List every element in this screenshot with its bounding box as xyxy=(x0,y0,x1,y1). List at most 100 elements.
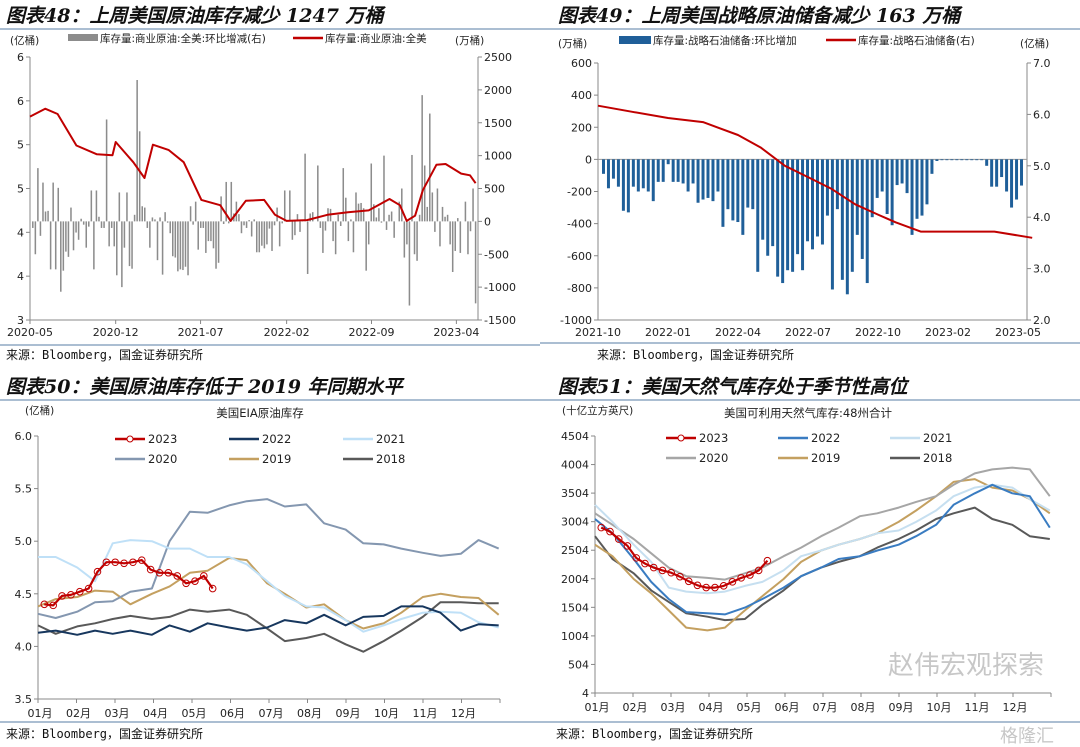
x-tick-label: 07月 xyxy=(259,707,284,720)
x-tick-label: 2023-05 xyxy=(995,326,1041,339)
bar xyxy=(146,221,149,228)
bar xyxy=(806,159,810,242)
x-tick-label: 2021-07 xyxy=(178,326,224,339)
bar xyxy=(342,168,345,222)
bar xyxy=(350,219,352,222)
legend-label: 2019 xyxy=(811,451,840,465)
y-tick-label: 6.0 xyxy=(1033,108,1051,121)
bar xyxy=(1020,159,1024,186)
bar xyxy=(375,217,378,222)
bar xyxy=(406,221,408,245)
y-tick-label: 5 xyxy=(17,183,24,196)
bar xyxy=(227,221,230,224)
bar xyxy=(205,221,207,253)
bar xyxy=(845,159,849,295)
bar xyxy=(388,214,390,222)
bar xyxy=(457,218,459,222)
bar xyxy=(141,206,143,222)
bar xyxy=(741,159,745,235)
bar xyxy=(681,159,685,184)
bar xyxy=(439,221,441,247)
bar xyxy=(980,159,984,161)
bar xyxy=(154,219,156,222)
bar xyxy=(796,159,800,255)
y-tick-label: 2.0 xyxy=(1033,314,1051,327)
bar xyxy=(98,216,100,222)
bar xyxy=(1005,159,1009,192)
data-point-2023 xyxy=(676,572,684,581)
bar xyxy=(215,221,217,269)
bar xyxy=(860,159,864,259)
bar xyxy=(403,221,406,258)
data-point-2023 xyxy=(84,584,93,593)
x-tick-label: 10月 xyxy=(927,701,952,714)
bar xyxy=(746,159,750,208)
bar xyxy=(199,221,202,228)
bar xyxy=(801,159,805,271)
chart-title: 图表50：美国原油库存低于 2019 年同期水平 xyxy=(6,376,406,398)
left-unit: (亿桶) xyxy=(10,34,39,47)
data-point-2023 xyxy=(102,558,111,567)
legend-marker xyxy=(677,434,685,442)
bar xyxy=(159,217,161,222)
bar xyxy=(995,159,999,187)
legend-label-line: 库存量:商业原油:全美 xyxy=(325,32,427,45)
x-tick-label: 2021-10 xyxy=(575,326,621,339)
bar xyxy=(446,214,449,222)
right-unit: (亿桶) xyxy=(1020,37,1049,50)
data-point-2023 xyxy=(597,523,606,532)
bar xyxy=(296,214,299,222)
data-point-2023 xyxy=(173,572,182,580)
bar xyxy=(1015,159,1019,200)
data-point-2023 xyxy=(649,563,658,572)
bar xyxy=(49,221,52,270)
y-tick-label: 7.0 xyxy=(1033,57,1051,70)
bar xyxy=(57,187,60,222)
bar xyxy=(472,188,474,222)
legend-label: 2018 xyxy=(376,452,405,466)
bar xyxy=(601,159,605,174)
bar xyxy=(339,221,342,226)
bar xyxy=(67,221,70,257)
data-point-2023 xyxy=(728,578,737,586)
y-tick-label: 2500 xyxy=(484,51,512,64)
x-tick-label: 06月 xyxy=(775,701,800,714)
bar xyxy=(401,188,403,222)
bar xyxy=(661,159,665,182)
data-point-2023 xyxy=(614,535,623,543)
data-point-2023 xyxy=(684,577,693,586)
data-point-2023 xyxy=(632,554,641,562)
bar xyxy=(82,221,85,225)
y-tick-label: 5.0 xyxy=(1033,160,1051,173)
y-tick-label: 3 xyxy=(17,314,24,327)
y-tick-label: 6 xyxy=(17,95,24,108)
bar xyxy=(365,221,367,271)
data-point-2023 xyxy=(155,568,164,577)
bar xyxy=(985,159,989,166)
y-tick-label: -400 xyxy=(567,218,592,231)
bar xyxy=(880,159,884,192)
data-point-2023 xyxy=(658,566,667,575)
y-tick-label: 1000 xyxy=(484,150,512,163)
bar xyxy=(144,207,146,222)
y-tick-label: -600 xyxy=(567,250,592,263)
bar xyxy=(611,159,615,179)
bar xyxy=(182,221,184,271)
y-tick-label: 1500 xyxy=(484,117,512,130)
watermark: 格隆汇 xyxy=(1000,726,1054,747)
bar xyxy=(222,221,225,225)
y-tick-label: 1504 xyxy=(561,601,589,614)
x-tick-label: 12月 xyxy=(1003,701,1028,714)
bar xyxy=(210,221,212,242)
bar xyxy=(367,221,370,245)
bar xyxy=(273,221,276,226)
source-note: 来源：Bloomberg，国金证券研究所 xyxy=(6,347,203,362)
bar xyxy=(474,221,477,304)
bar xyxy=(118,192,121,222)
bar xyxy=(324,221,327,231)
bar xyxy=(128,221,131,267)
y-tick-label: 4504 xyxy=(561,430,589,443)
bar xyxy=(1010,159,1014,208)
bar xyxy=(895,159,899,186)
legend-label: 2022 xyxy=(262,432,291,446)
